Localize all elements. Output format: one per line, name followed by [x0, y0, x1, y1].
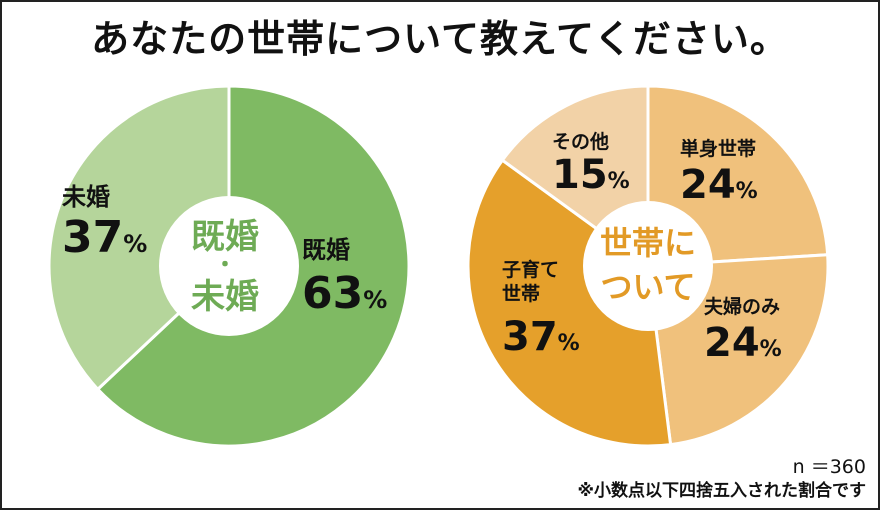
- slice-label-couple-only: 夫婦のみ: [704, 295, 780, 318]
- slice-label-other: その他: [552, 130, 609, 153]
- pie-household-hole: [583, 201, 713, 331]
- slice-child-rearing: [466, 158, 673, 448]
- slice-value-single: 37%: [62, 212, 147, 263]
- slice-value-child-rearing: 37%: [502, 314, 580, 360]
- slice-label-child-rearing-2: 世帯: [502, 282, 540, 305]
- slice-label-married: 既婚: [302, 236, 350, 264]
- center-label-marital-3: 未婚: [191, 277, 259, 317]
- center-label-marital-1: 既婚: [191, 217, 259, 257]
- pie-marital-hole: [159, 196, 299, 336]
- slice-single: [47, 84, 231, 392]
- slice-label-child-rearing-1: 子育て: [502, 258, 559, 281]
- center-label-household-2: ついて: [600, 268, 695, 306]
- slice-value-couple-only: 24%: [704, 320, 782, 366]
- slice-value-married: 63%: [302, 268, 387, 319]
- center-label-marital-2: ・: [214, 253, 236, 278]
- slice-value-single-household: 24%: [680, 162, 758, 208]
- slice-label-single-household: 単身世帯: [680, 137, 756, 160]
- center-label-household-1: 世帯に: [600, 224, 696, 262]
- chart-title: あなたの世帯について教えてください。: [91, 17, 789, 61]
- rounding-note: ※小数点以下四捨五入された割合です: [577, 481, 866, 501]
- slice-value-other: 15%: [552, 152, 630, 198]
- pie-marital: 既婚 ・ 未婚 未婚 37% 既婚 63%: [47, 84, 411, 448]
- pie-household: 世帯に ついて その他 15% 単身世帯 24% 夫婦のみ 24% 子育て 世帯…: [466, 84, 830, 448]
- slice-label-single: 未婚: [62, 183, 110, 211]
- sample-size: n ＝360: [792, 456, 866, 478]
